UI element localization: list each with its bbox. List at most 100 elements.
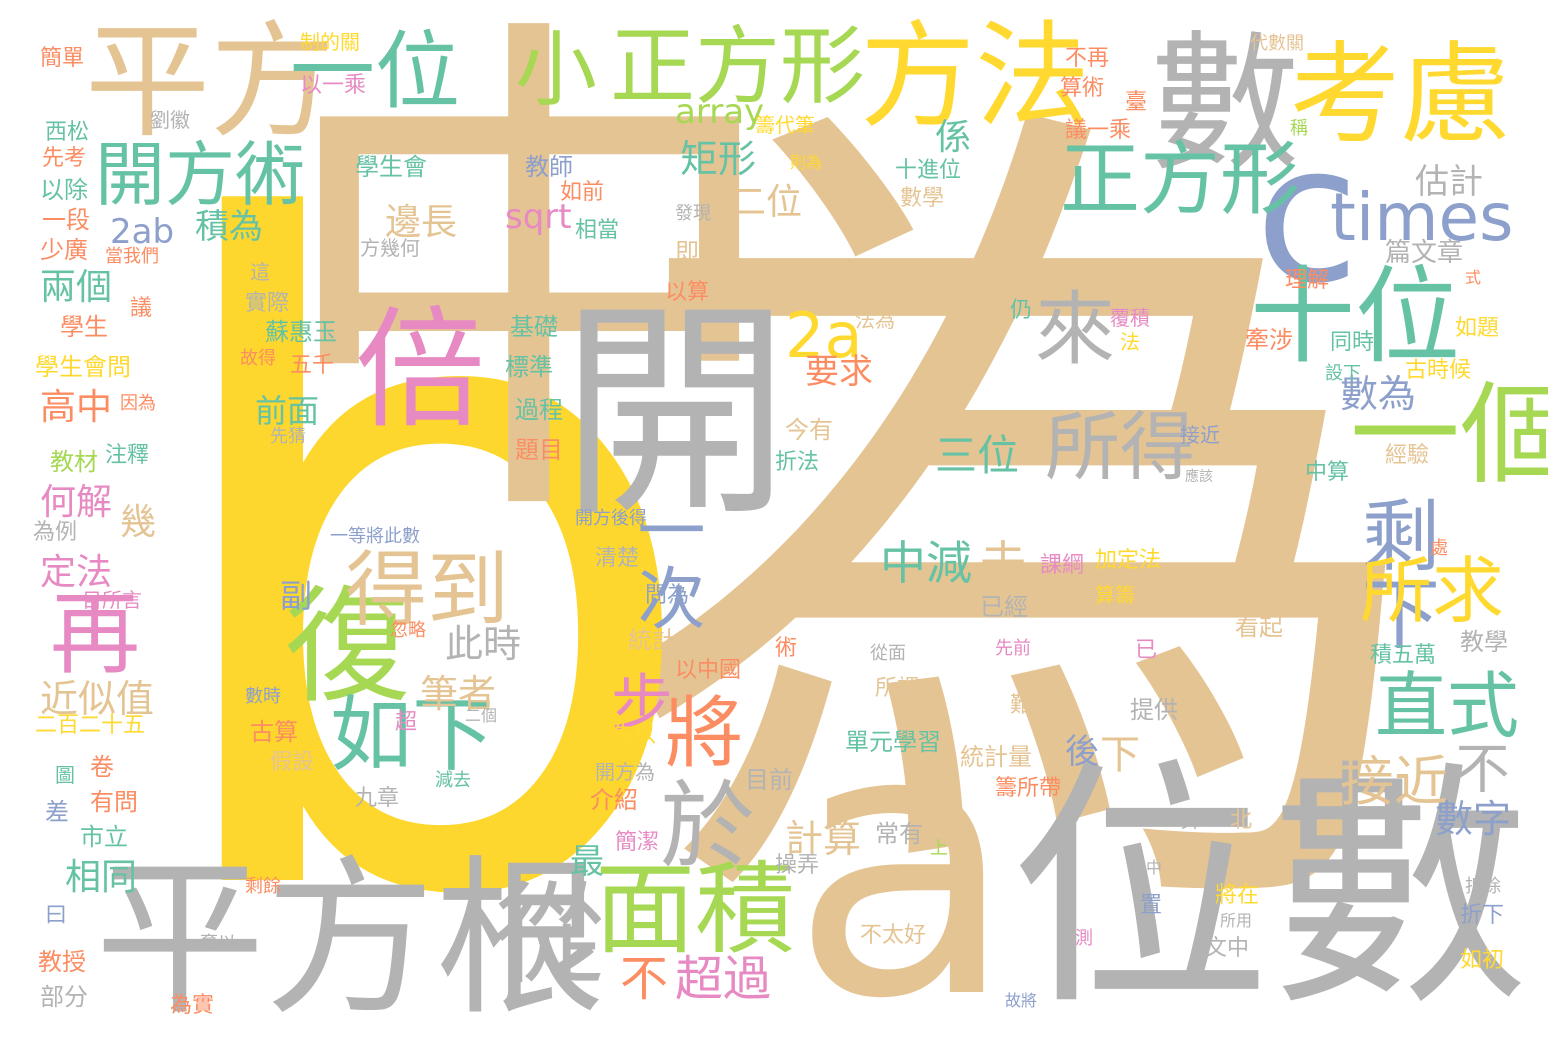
cloud-word: c [1255, 104, 1360, 325]
cloud-word: 一位 [290, 23, 461, 122]
cloud-word: 何解 [40, 482, 113, 523]
cloud-word: 減去 [435, 770, 471, 791]
cloud-word: 介紹 [590, 786, 638, 814]
cloud-word: 相同 [65, 857, 138, 898]
cloud-word: 這 [250, 260, 270, 284]
cloud-word: 測 [1075, 928, 1093, 949]
cloud-word: 2a [785, 299, 863, 372]
cloud-word: 經驗 [1385, 443, 1430, 468]
cloud-word: 一等將此數 [330, 526, 420, 547]
cloud-word: 已 [1135, 638, 1158, 663]
cloud-word: 接近 [1180, 423, 1220, 447]
cloud-word: 如題 [1455, 316, 1500, 341]
cloud-word: 算 [1180, 808, 1203, 833]
cloud-word: 方法 [860, 10, 1091, 144]
cloud-word: 數學 [900, 186, 945, 211]
cloud-word: 看起 [1235, 613, 1283, 641]
cloud-word: 篇文章 [1385, 238, 1464, 268]
cloud-word: 古時候 [1405, 358, 1472, 383]
cloud-word: 故得 [240, 348, 276, 369]
cloud-word: 平方根 [95, 841, 606, 1039]
cloud-word: 筆者 [420, 672, 497, 716]
cloud-word: 算籌 [1095, 583, 1135, 607]
cloud-word: 教授 [38, 948, 86, 976]
cloud-word: 幾 [120, 502, 157, 543]
cloud-word: 部分 [40, 983, 88, 1011]
cloud-word: 相當 [575, 218, 620, 243]
cloud-word: 從面 [870, 643, 906, 664]
cloud-word: 假設 [270, 750, 315, 775]
cloud-word: 發現 [675, 203, 711, 224]
cloud-word: 復 [285, 575, 410, 720]
cloud-word: 九章 [355, 786, 400, 811]
cloud-word: 折法 [775, 450, 820, 475]
cloud-word: 學生會問 [35, 353, 131, 381]
cloud-word: 如初 [1460, 948, 1505, 973]
cloud-word: 前面 [255, 392, 320, 430]
cloud-word: 忽略 [390, 620, 426, 641]
cloud-word: 問為 [645, 583, 690, 608]
cloud-word: 仍 [1010, 298, 1033, 323]
cloud-word: 倍 [355, 294, 486, 446]
cloud-word: 加 [1205, 562, 1238, 600]
cloud-word: 去 [980, 536, 1026, 590]
cloud-word: 二位 [730, 182, 803, 223]
cloud-word: 中算 [1305, 460, 1350, 485]
cloud-word: 今有 [785, 416, 833, 444]
cloud-word: 籌代筆 [755, 113, 815, 137]
cloud-word: 學生會 [355, 153, 427, 181]
cloud-word: 於 [660, 772, 756, 882]
cloud-word: 所用 [1220, 911, 1253, 930]
cloud-word: 三位 [935, 431, 1020, 480]
cloud-word: 基礎 [510, 313, 558, 341]
cloud-word: 題目 [515, 436, 563, 464]
cloud-word: 超過 [675, 951, 772, 1007]
cloud-word: 操弄 [775, 853, 820, 878]
cloud-word: 故將 [1005, 991, 1038, 1010]
cloud-word: 卷 [90, 753, 114, 781]
cloud-word: 積五萬 [1370, 643, 1437, 668]
cloud-word: 少廣 [40, 236, 88, 264]
cloud-word: 二個 [465, 706, 498, 725]
cloud-word: 數時 [245, 686, 281, 707]
cloud-word: 目前 [745, 766, 793, 794]
cloud-word: b [140, 46, 712, 1052]
cloud-word: 計算 [785, 817, 862, 861]
cloud-word: 將在 [1215, 883, 1260, 908]
cloud-word: 如下 [330, 688, 495, 783]
cloud-word: 稱 [1290, 118, 1308, 139]
cloud-word: 所得 [1045, 403, 1196, 491]
cloud-word: 先考 [42, 146, 87, 171]
cloud-word: 以中國 [675, 658, 742, 683]
cloud-word: 同時 [1330, 330, 1375, 355]
cloud-word: 一次 [625, 495, 704, 631]
cloud-word: 實際 [245, 291, 290, 316]
cloud-word: 兩個 [40, 267, 113, 308]
cloud-word: 一段 [42, 206, 90, 234]
cloud-word: 圖 [55, 763, 75, 787]
cloud-word: 一個 [1350, 371, 1548, 499]
cloud-word: 估計 [1415, 162, 1483, 202]
cloud-word: 十位 [1250, 256, 1461, 378]
cloud-word: 開方後得 [575, 508, 647, 529]
cloud-word: 超 [395, 710, 418, 735]
cloud-word: 不 [620, 951, 669, 1007]
cloud-word: 先前 [995, 638, 1031, 659]
cloud-word: 得到 [345, 543, 510, 638]
cloud-word: 正方形 [610, 18, 866, 117]
cloud-word: 置 [1140, 893, 1163, 918]
cloud-word: 統計量 [960, 743, 1032, 771]
cloud-word: 中 [270, 0, 790, 583]
cloud-word: 矩形 [680, 137, 757, 181]
cloud-word: 即可 [675, 238, 723, 266]
cloud-word: 近似值 [40, 677, 155, 721]
cloud-word: 上 [930, 838, 948, 859]
cloud-word: 應該 [1185, 469, 1213, 485]
cloud-word: 邊長 [385, 202, 458, 243]
cloud-word: 則為 [790, 153, 823, 172]
cloud-word: 學生 [60, 313, 108, 341]
cloud-word: 清楚 [595, 546, 640, 571]
cloud-word: 簡潔 [615, 830, 660, 855]
cloud-word: 從 [495, 871, 605, 999]
